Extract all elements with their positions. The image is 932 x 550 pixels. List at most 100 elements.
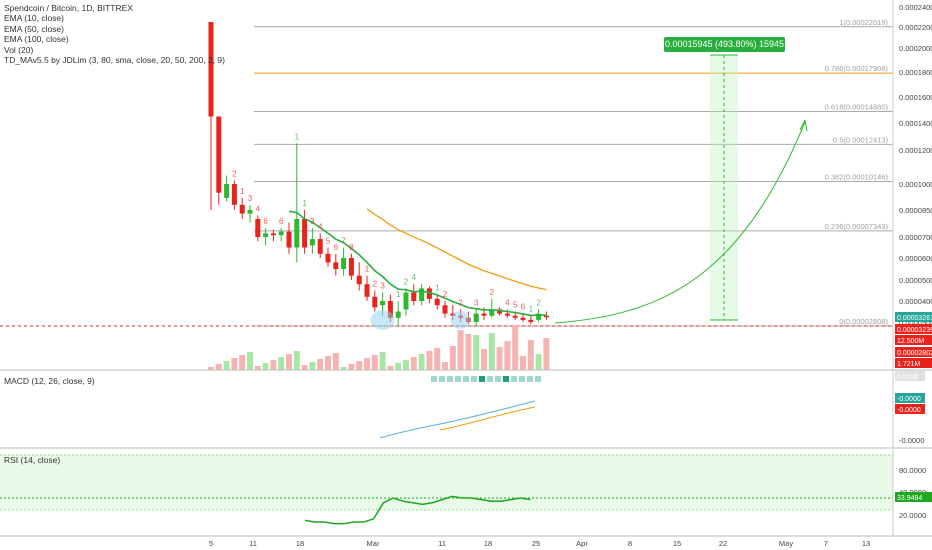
price-tag-text: 0.00003261: [897, 315, 932, 322]
candle-body: [364, 284, 370, 297]
macd-histogram-bar: [519, 376, 525, 382]
legend-td-ma[interactable]: TD_MAv5.5 by JDLim (3, 80, sma, close, 2…: [4, 55, 225, 66]
projection-curve: [554, 121, 806, 324]
candle-body: [247, 210, 253, 214]
legend-title[interactable]: Spendcoin / Bitcoin, 1D, BITTREX: [4, 3, 133, 13]
candle-body: [411, 292, 417, 301]
price-tag-text: 0.00002802: [897, 350, 932, 357]
rsi-tick-label: 20.0000: [899, 511, 926, 520]
projection-arrow: [554, 119, 808, 324]
candle-body: [341, 258, 347, 269]
td-count-label: 6: [279, 217, 284, 226]
macd-tick-label: -0.0000: [899, 436, 924, 445]
candle-body: [387, 301, 393, 318]
rsi-line: [304, 495, 531, 525]
candle-body: [536, 313, 542, 320]
volume-bar: [426, 351, 433, 370]
volume-bar: [473, 335, 480, 370]
volume-bar: [449, 346, 456, 370]
candle-body: [481, 313, 487, 316]
price-tick-label: 0.00012000: [899, 146, 932, 155]
price-axis[interactable]: 0.00024000 0.00022000 0.00020000 0.00018000…: [892, 0, 932, 536]
volume-bar: [278, 357, 285, 370]
price-tag-bg: [895, 312, 932, 322]
fib-level-label: 0.618(0.00014880): [825, 103, 889, 112]
fibonacci-retracement: 1(0.00022019) 0.786(0.00017908) 0.618(0.00…: [0, 18, 893, 327]
macd-tag-bg: [895, 393, 925, 403]
macd-tag: -0.0000: [895, 393, 925, 403]
volume-bar: [496, 347, 503, 370]
support-highlight: [370, 309, 395, 330]
candle-body: [434, 298, 440, 306]
volume-bar: [379, 352, 386, 370]
price-tag-bg: [895, 335, 932, 345]
volume-bar: [403, 360, 409, 370]
price-tick-label: 0.00016000: [899, 93, 932, 102]
time-axis[interactable]: 5 11 18 Mar 11 18 25 Apr 8 15 22 May 7 13: [209, 539, 870, 548]
td-count-label: 5: [513, 301, 518, 310]
td-count-label: 4: [412, 273, 417, 282]
volume-bar: [371, 355, 378, 370]
volume-bar: [504, 341, 511, 370]
candle-body: [224, 184, 230, 198]
candle-body: [309, 239, 315, 246]
macd-line: [379, 400, 536, 439]
macd-label[interactable]: MACD (12, 26, close, 9): [4, 376, 95, 386]
td-count-label: 2: [373, 280, 378, 289]
price-tick-label: 0.00008500: [899, 206, 932, 215]
price-tick-label: 0.00007000: [899, 233, 932, 242]
candle-body: [302, 219, 308, 248]
time-tick-label: 5: [209, 539, 213, 548]
candlesticks: [208, 22, 549, 327]
volume-bar: [395, 363, 402, 370]
legend-ema100[interactable]: EMA (100, close): [4, 34, 69, 45]
price-tag: 0.00002802: [895, 347, 932, 357]
macd-histogram-bar: [447, 376, 453, 382]
fib-level-label: 1(0.00022019): [839, 18, 888, 27]
legend-ema10[interactable]: EMA (10, close): [4, 13, 64, 24]
price-tick-label: 0.00003000: [899, 318, 932, 327]
time-tick-label: 18: [296, 539, 304, 548]
volume-bar: [247, 352, 253, 370]
td-count-label: 3: [310, 217, 315, 226]
macd-histogram-bar: [503, 376, 509, 382]
volume-bar: [301, 365, 308, 370]
legend-ema50[interactable]: EMA (50, close): [4, 23, 64, 34]
volume-bar: [325, 356, 331, 370]
macd-histogram-bar: [495, 376, 501, 382]
td-count-label: 5: [326, 237, 331, 246]
td-count-label: 1: [240, 187, 245, 196]
time-tick-label: 11: [438, 539, 446, 548]
td-count-label: 3: [474, 298, 479, 307]
candle-body: [317, 239, 323, 254]
legend-volume[interactable]: Vol (20): [4, 44, 34, 55]
price-tag-text: 1.721M: [897, 361, 921, 368]
td-count-label: 1: [529, 305, 534, 314]
price-tag-text: 12.500M: [897, 338, 924, 345]
rsi-label[interactable]: RSI (14, close): [4, 455, 61, 465]
macd-histogram-bar: [455, 376, 461, 382]
td-count-label: 2: [536, 298, 541, 307]
candle-body: [442, 305, 448, 314]
volume-bar: [364, 358, 370, 370]
candle-body: [395, 311, 401, 318]
price-tags: 0.00003261 0.00003239 12.500M 0.00002802 1.7…: [895, 312, 932, 502]
volume-bar: [535, 354, 542, 370]
ema10-line: [288, 210, 547, 317]
price-tag: 12.500M: [895, 335, 932, 345]
measure-badge[interactable]: 0.00015945 (493.80%) 15945: [664, 37, 785, 52]
macd-tag: -0.0000: [895, 404, 925, 414]
price-tick-label: 0.00006000: [899, 254, 932, 263]
candle-body: [512, 315, 518, 318]
volume-bar: [527, 340, 534, 370]
td-count-label: 2: [443, 290, 448, 299]
volume-bar: [254, 366, 261, 370]
candle-body: [473, 313, 479, 322]
td-count-label: 4: [505, 298, 510, 307]
candle-body: [270, 233, 276, 236]
macd-pane: [379, 376, 541, 439]
time-tick-label: 22: [719, 539, 727, 548]
time-tick-label: 11: [249, 539, 257, 548]
time-tick-label: 15: [673, 539, 681, 548]
